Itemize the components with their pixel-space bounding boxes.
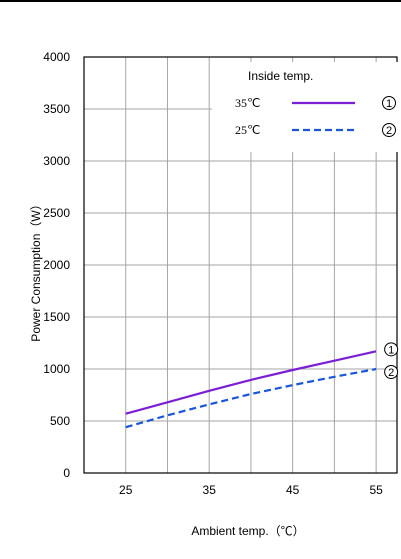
series-end-markers: 12 bbox=[384, 342, 399, 379]
series-line-2 bbox=[125, 367, 377, 429]
top-rule bbox=[0, 0, 401, 2]
legend-title: Inside temp. bbox=[248, 69, 313, 83]
legend-marker-circle bbox=[382, 123, 396, 137]
plot-frame bbox=[83, 56, 398, 474]
series-end-marker-circle bbox=[384, 365, 399, 379]
x-tick-labels: 25 35 45 55 bbox=[119, 483, 383, 497]
x-axis-title: Ambient temp.（℃） bbox=[191, 524, 304, 538]
y-axis-title: Power Consumption（W） bbox=[29, 198, 43, 341]
series-lines bbox=[125, 350, 377, 429]
y-tick-labels: 0 500 1000 1500 2000 2500 3000 3500 4000 bbox=[43, 50, 70, 480]
series-line-1 bbox=[125, 350, 377, 415]
x-tick-label: 45 bbox=[286, 483, 300, 497]
y-tick-label: 3500 bbox=[43, 102, 70, 116]
y-tick-label: 500 bbox=[50, 414, 70, 428]
x-tick-label: 35 bbox=[203, 483, 217, 497]
legend-label: 35℃ bbox=[235, 96, 260, 110]
series-end-marker-label: 1 bbox=[388, 344, 394, 356]
y-tick-label: 1000 bbox=[43, 362, 70, 376]
legend: Inside temp. 35℃ 1 25℃ 2 bbox=[212, 62, 401, 152]
y-tick-label: 2500 bbox=[43, 206, 70, 220]
y-tick-label: 3000 bbox=[43, 154, 70, 168]
series-end-marker-circle bbox=[384, 342, 399, 357]
series-end-marker-label: 2 bbox=[388, 367, 394, 379]
y-tick-label: 1500 bbox=[43, 310, 70, 324]
x-tick-label: 25 bbox=[119, 483, 133, 497]
legend-marker-label: 2 bbox=[386, 125, 392, 137]
y-tick-label: 0 bbox=[63, 466, 70, 480]
legend-marker-label: 1 bbox=[386, 98, 392, 110]
legend-marker-circle bbox=[382, 96, 396, 110]
y-tick-label: 2000 bbox=[43, 258, 70, 272]
legend-label: 25℃ bbox=[235, 123, 260, 137]
y-tick-label: 4000 bbox=[43, 50, 70, 64]
x-tick-label: 55 bbox=[369, 483, 383, 497]
